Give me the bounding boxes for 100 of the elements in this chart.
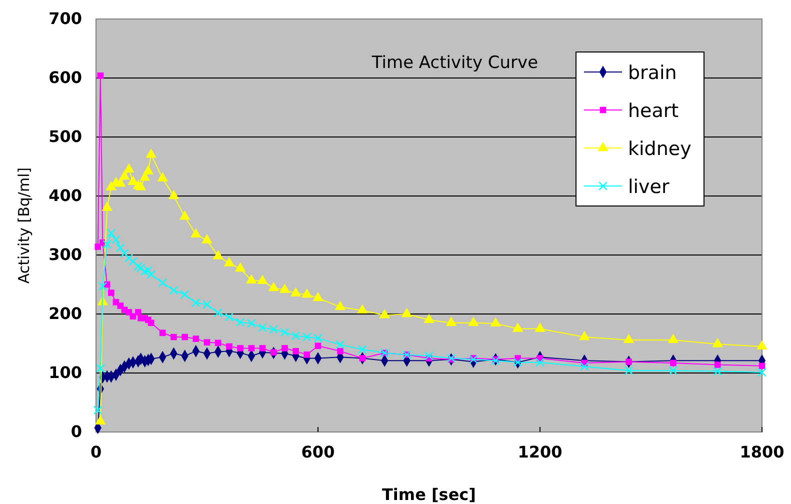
point — [292, 348, 299, 354]
y-tick-label: 300 — [48, 245, 82, 264]
point — [314, 334, 322, 343]
point — [182, 334, 188, 340]
point — [756, 340, 768, 350]
point — [146, 148, 157, 158]
point — [192, 336, 200, 342]
x-tick-label: 1800 — [740, 442, 784, 462]
y-tick-label: 100 — [48, 363, 82, 382]
point — [202, 300, 212, 309]
point — [237, 345, 244, 352]
point — [106, 228, 116, 238]
point — [234, 262, 246, 272]
x-tick-label: 0 — [90, 442, 102, 462]
point — [102, 240, 112, 249]
point — [446, 316, 457, 326]
point — [712, 338, 723, 348]
point — [401, 308, 412, 318]
point — [446, 354, 456, 363]
point — [102, 202, 112, 211]
point — [290, 287, 302, 296]
point — [312, 292, 324, 302]
point — [119, 170, 130, 180]
point — [334, 300, 346, 310]
point — [246, 274, 257, 284]
point — [268, 282, 279, 292]
point — [124, 163, 134, 173]
point — [758, 368, 766, 377]
point — [714, 362, 721, 368]
point — [135, 309, 142, 316]
point — [713, 366, 722, 376]
point — [258, 323, 267, 332]
y-tick-label: 0 — [70, 422, 82, 442]
point — [358, 344, 367, 354]
point — [468, 355, 478, 364]
point — [108, 290, 114, 296]
point — [302, 288, 312, 298]
point — [224, 312, 234, 322]
point — [668, 334, 679, 344]
point — [259, 345, 266, 352]
y-tick-label: 500 — [48, 127, 82, 146]
point — [668, 366, 678, 376]
point — [204, 339, 210, 346]
point — [94, 244, 102, 250]
point — [112, 235, 120, 244]
point — [146, 270, 156, 279]
point — [302, 332, 312, 342]
point — [624, 366, 634, 376]
legend-label: liver — [628, 176, 670, 198]
y-tick-label: 700 — [48, 9, 82, 28]
point — [157, 172, 168, 182]
point — [148, 320, 154, 326]
point — [98, 282, 108, 291]
point — [534, 322, 546, 332]
point — [424, 314, 434, 323]
point — [468, 316, 479, 326]
point — [236, 318, 245, 327]
point — [279, 284, 290, 293]
point — [424, 351, 434, 360]
point — [224, 257, 235, 266]
y-axis-title: Activity [Bq/ml] — [15, 167, 33, 284]
point — [579, 330, 590, 340]
point — [512, 322, 524, 332]
point — [336, 340, 345, 350]
point — [379, 308, 390, 318]
point — [142, 165, 154, 174]
x-tick-label: 1200 — [518, 442, 562, 462]
point — [212, 250, 224, 260]
text: Time Activity Curve — [370, 53, 538, 73]
legend-label: heart — [628, 100, 679, 122]
point — [491, 356, 500, 366]
point — [179, 210, 190, 220]
point — [135, 180, 146, 190]
y-tick-label: 400 — [48, 186, 82, 206]
point — [357, 304, 368, 314]
point — [291, 331, 300, 340]
point — [623, 334, 634, 344]
point — [116, 243, 125, 252]
point — [257, 274, 268, 284]
point — [140, 267, 150, 276]
point — [280, 328, 290, 337]
point — [159, 330, 166, 336]
point — [580, 362, 589, 371]
point — [158, 278, 168, 288]
point — [106, 180, 117, 190]
x-tick-label: 600 — [301, 442, 335, 462]
point — [96, 364, 105, 373]
point — [168, 190, 180, 200]
point — [536, 358, 544, 367]
point — [120, 248, 129, 258]
point — [282, 345, 288, 352]
point — [246, 319, 256, 328]
point — [134, 262, 143, 271]
point — [337, 348, 344, 354]
point — [93, 406, 102, 415]
point — [128, 257, 138, 266]
point — [124, 254, 134, 262]
x-axis-title: Time [sec] — [382, 485, 476, 504]
point — [758, 362, 766, 370]
point — [214, 308, 223, 318]
